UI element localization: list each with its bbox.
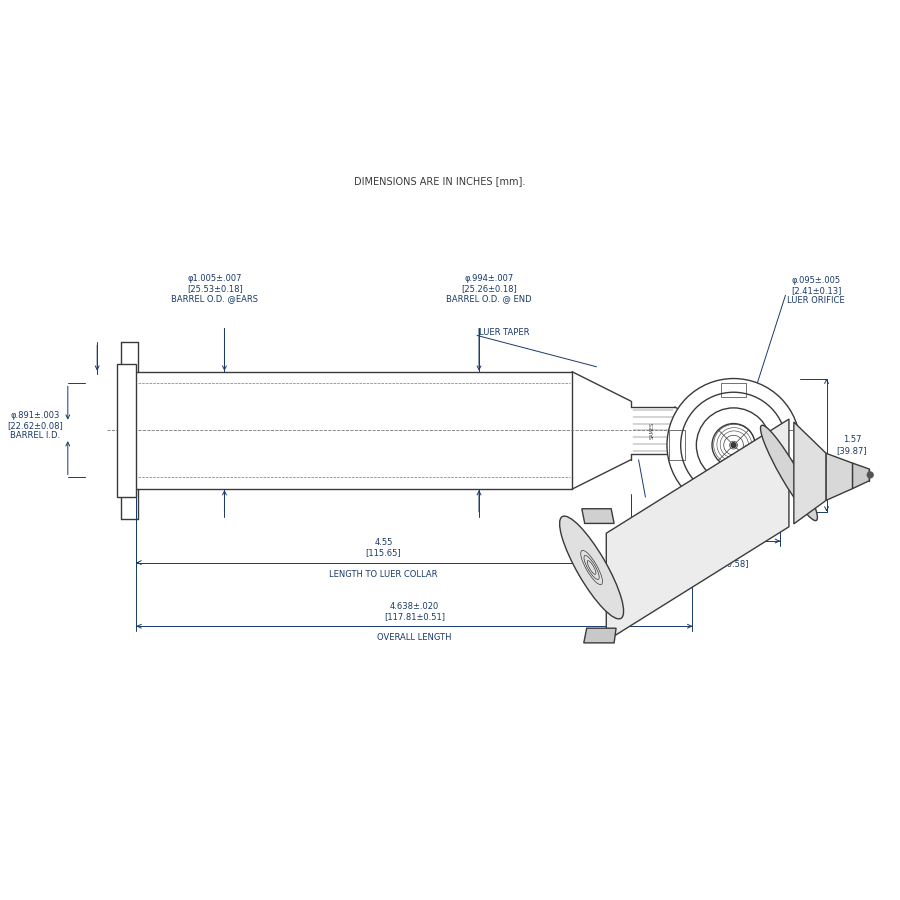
Bar [721,383,746,397]
Text: LENGTH TO LUER COLLAR: LENGTH TO LUER COLLAR [329,570,437,579]
Text: φ.419±.010
[10.64±0.25]
LUER COLLAR O.D.: φ.419±.010 [10.64±0.25] LUER COLLAR O.D. [651,494,729,524]
Polygon shape [607,419,789,641]
Bar [669,430,685,460]
Text: OVERALL LENGTH: OVERALL LENGTH [377,634,452,643]
Polygon shape [852,464,869,489]
Text: 16: 16 [729,389,738,395]
Text: φ.095±.005
[2.41±0.13]
LUER ORIFICE: φ.095±.005 [2.41±0.13] LUER ORIFICE [788,275,845,305]
Bar [782,430,798,460]
Ellipse shape [760,425,817,520]
Circle shape [731,443,736,447]
Text: 4.55
[115.65]: 4.55 [115.65] [365,538,401,558]
Text: 1.57
[39.87]: 1.57 [39.87] [837,436,868,454]
Text: 4.638±.020
[117.81±0.51]: 4.638±.020 [117.81±0.51] [384,602,445,621]
Polygon shape [826,454,852,500]
Circle shape [868,472,873,478]
Polygon shape [584,628,616,643]
Bar [721,493,746,507]
Polygon shape [794,422,826,524]
Text: φ1.20
[30.58]: φ1.20 [30.58] [718,549,749,569]
Text: LUER TAPER: LUER TAPER [479,328,529,337]
Text: DIMENSIONS ARE IN INCHES [mm].: DIMENSIONS ARE IN INCHES [mm]. [355,176,526,185]
Circle shape [667,379,800,512]
Ellipse shape [560,516,624,619]
Text: φ.994±.007
[25.26±0.18]
BARREL O.D. @ END: φ.994±.007 [25.26±0.18] BARREL O.D. @ EN… [446,274,532,303]
Text: φ1.005±.007
[25.53±0.18]
BARREL O.D. @EARS: φ1.005±.007 [25.53±0.18] BARREL O.D. @EA… [171,274,258,303]
Text: SAMES: SAMES [650,422,655,439]
Bar [117,364,136,497]
Text: φ.891±.003
[22.62±0.08]
BARREL I.D.: φ.891±.003 [22.62±0.08] BARREL I.D. [7,410,63,440]
Polygon shape [581,508,614,524]
